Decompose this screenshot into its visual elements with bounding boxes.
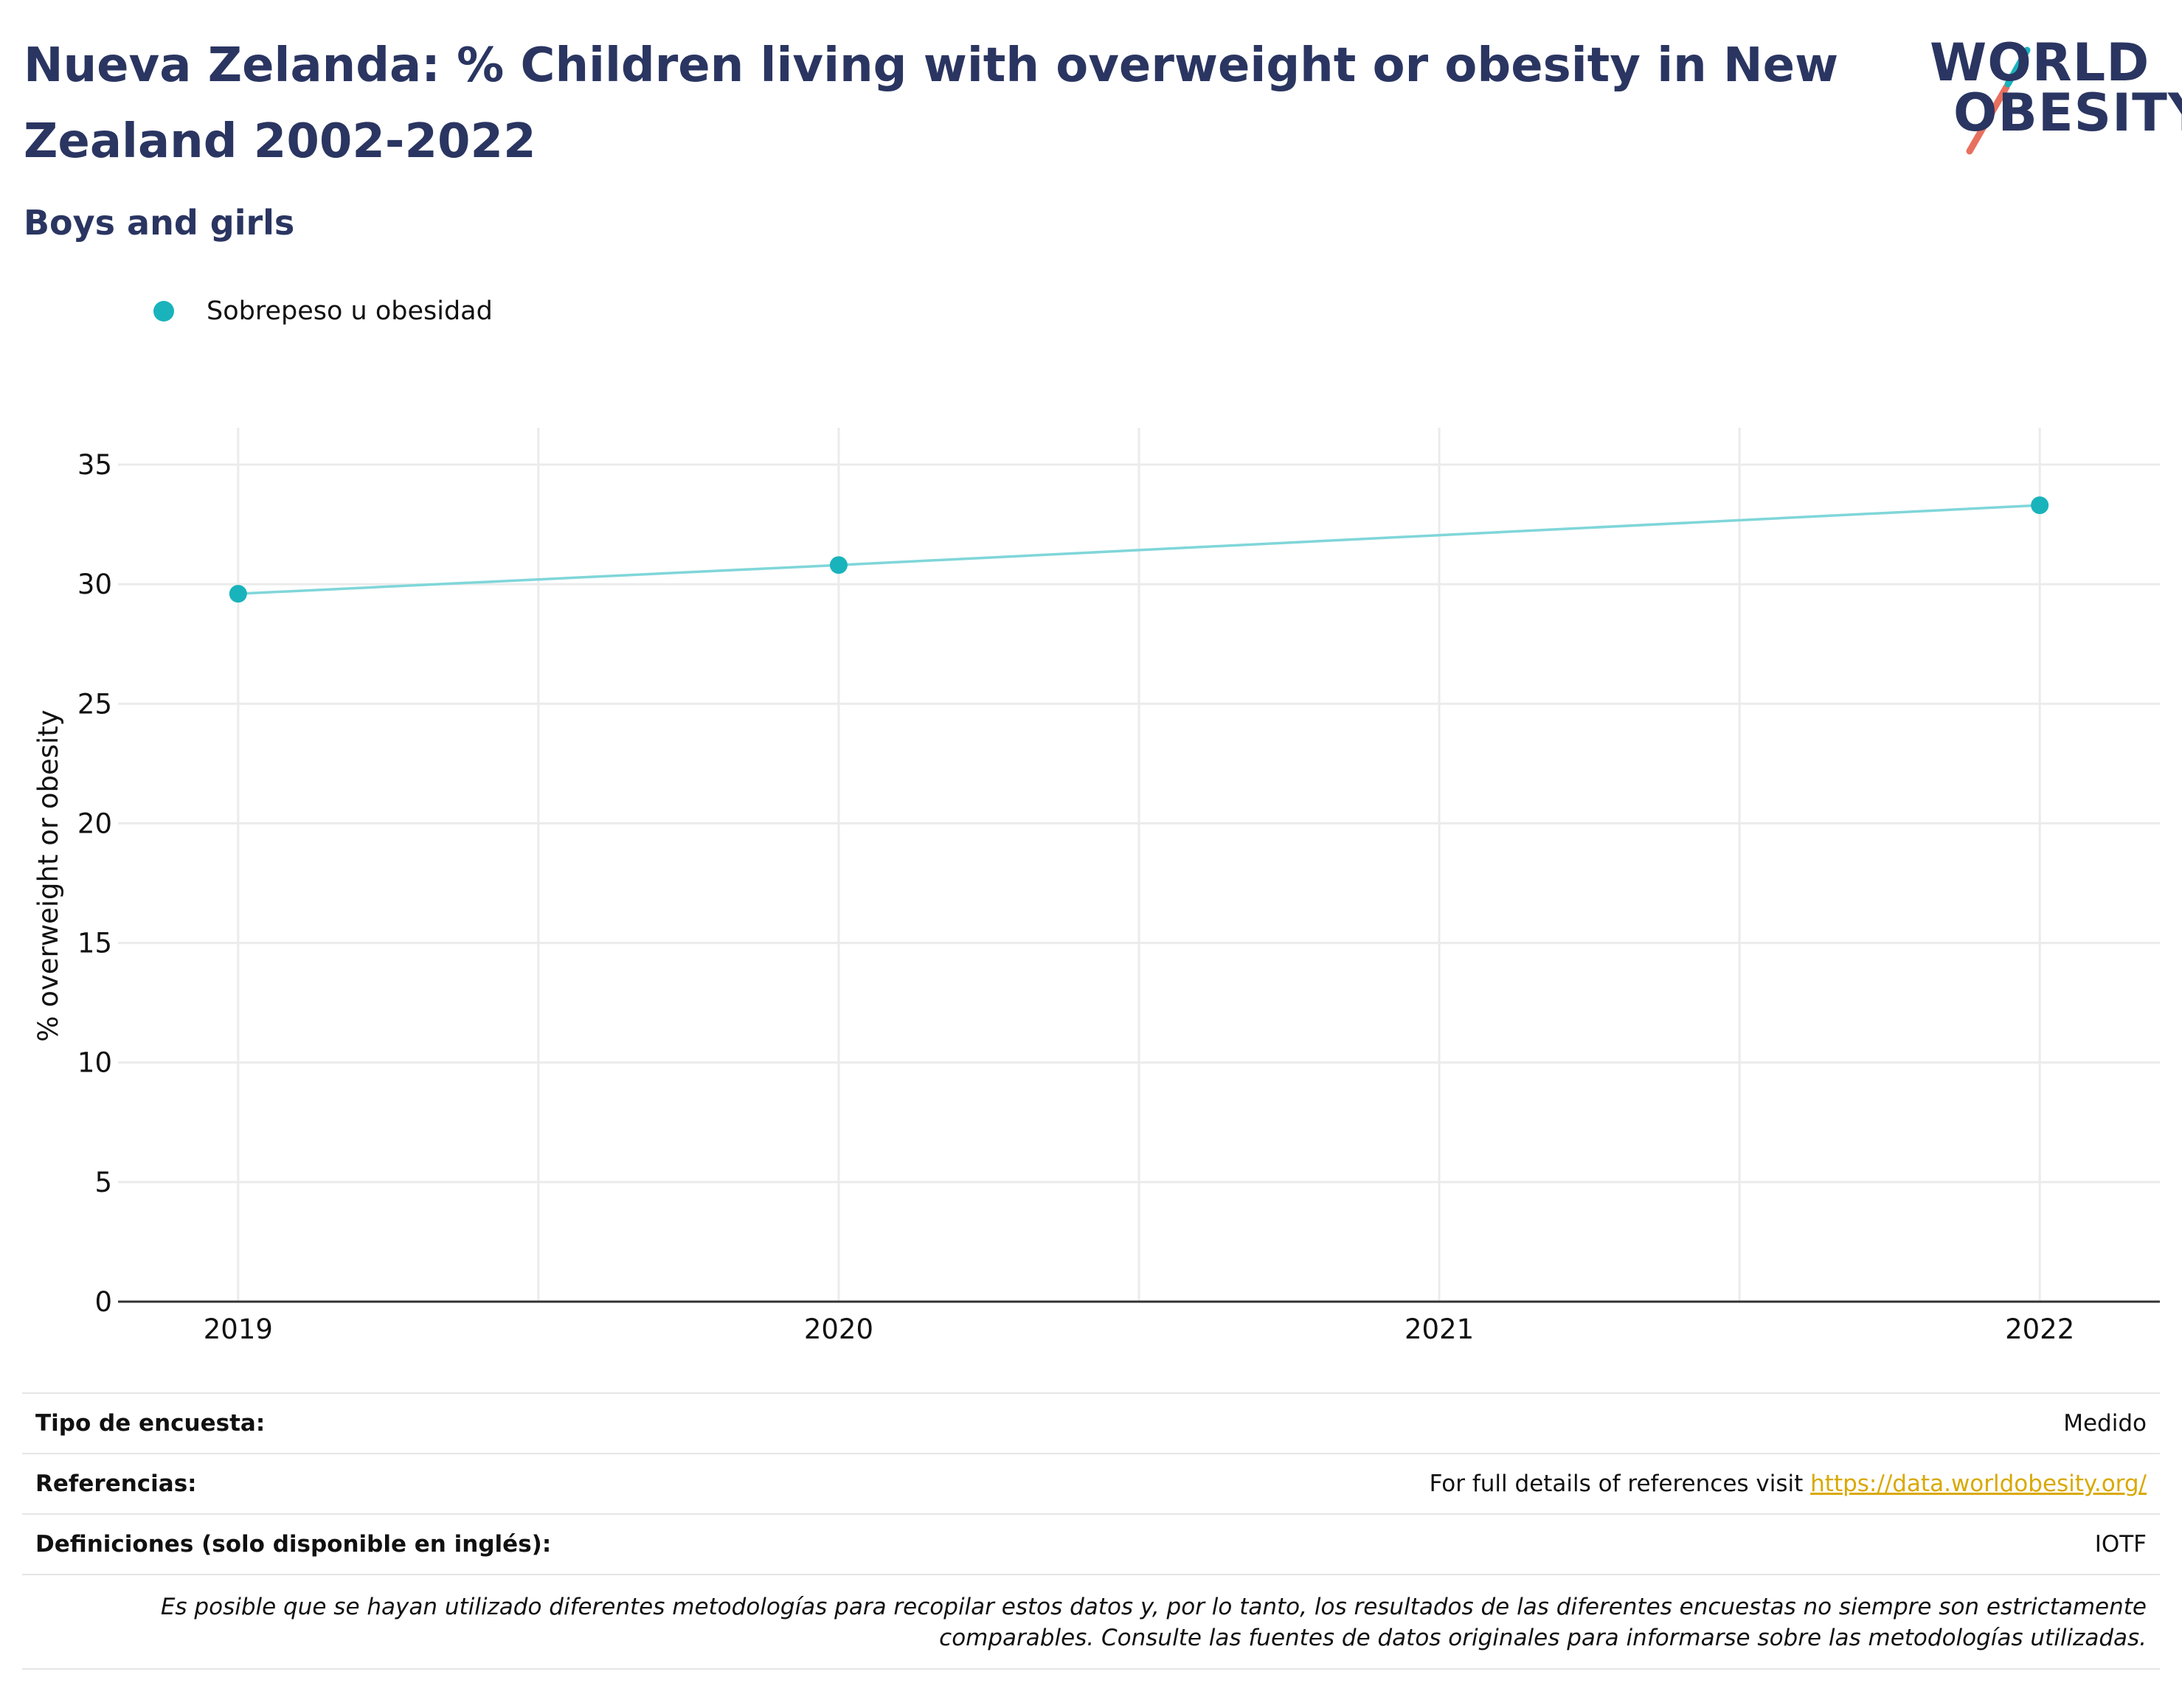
y-tick-label: 10 bbox=[77, 1047, 112, 1079]
y-tick-label: 0 bbox=[94, 1286, 112, 1318]
legend-marker bbox=[153, 301, 174, 322]
meta-key: Tipo de encuesta: bbox=[35, 1410, 266, 1437]
meta-value: For full details of references visit htt… bbox=[1430, 1471, 2147, 1497]
y-tick-label: 30 bbox=[77, 569, 112, 600]
y-axis-title: % overweight or obesity bbox=[32, 709, 64, 1041]
chart-legend: Sobrepeso u obesidad bbox=[153, 296, 493, 326]
meta-row-definitions: Definiciones (solo disponible en inglés)… bbox=[22, 1513, 2160, 1574]
meta-key: Definiciones (solo disponible en inglés)… bbox=[35, 1531, 552, 1558]
x-tick-label: 2022 bbox=[2005, 1313, 2074, 1345]
y-tick-label: 5 bbox=[94, 1167, 112, 1198]
data-point bbox=[2031, 496, 2049, 515]
x-tick-label: 2020 bbox=[804, 1313, 873, 1345]
logo-slash-icon bbox=[1966, 46, 2031, 155]
y-tick-label: 25 bbox=[77, 688, 112, 720]
references-text: For full details of references visit bbox=[1429, 1471, 1811, 1497]
legend-label: Sobrepeso u obesidad bbox=[207, 296, 493, 326]
y-tick-label: 20 bbox=[77, 808, 112, 839]
y-tick-label: 15 bbox=[77, 928, 112, 959]
references-link[interactable]: https://data.worldobesity.org/ bbox=[1810, 1471, 2147, 1497]
world-obesity-logo: WORLD OBESITY bbox=[1918, 22, 2182, 155]
data-point bbox=[229, 585, 247, 603]
y-tick-label: 35 bbox=[77, 449, 112, 481]
meta-row-survey-type: Tipo de encuesta: Medido bbox=[22, 1392, 2160, 1453]
meta-key: Referencias: bbox=[35, 1471, 197, 1497]
chart-title: Nueva Zelanda: % Children living with ov… bbox=[24, 38, 1839, 169]
metadata-table: Tipo de encuesta: Medido Referencias: Fo… bbox=[22, 1392, 2160, 1670]
chart-subtitle: Boys and girls bbox=[24, 203, 295, 243]
meta-value: IOTF bbox=[2094, 1531, 2147, 1558]
x-tick-label: 2019 bbox=[204, 1313, 273, 1345]
data-point bbox=[829, 556, 848, 574]
logo-text-line2: OBESITY bbox=[1953, 83, 2182, 143]
logo-text-line1: WORLD bbox=[1930, 32, 2150, 93]
line-chart: 0 5 10 15 20 25 30 35 2019 2020 2021 2022 % overweig… bbox=[32, 428, 2160, 1345]
meta-value: Medido bbox=[2063, 1410, 2147, 1437]
meta-row-references: Referencias: For full details of referen… bbox=[22, 1453, 2160, 1513]
x-tick-label: 2021 bbox=[1405, 1313, 1474, 1345]
methodology-note: Es posible que se hayan utilizado difere… bbox=[22, 1574, 2160, 1670]
